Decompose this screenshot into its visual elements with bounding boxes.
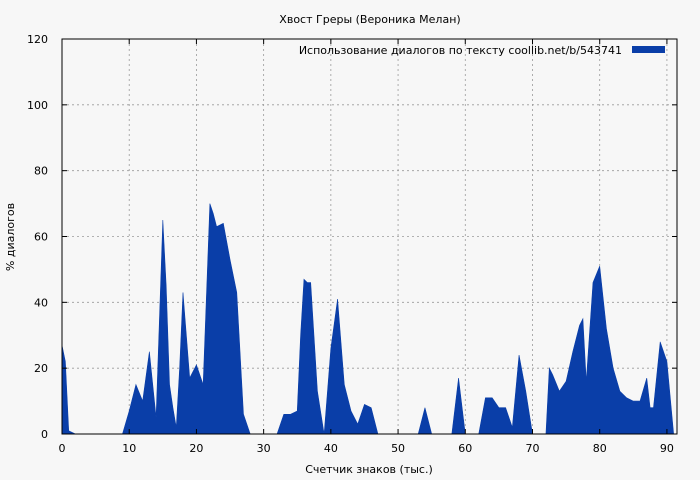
x-tick-label: 40: [324, 442, 338, 455]
series-areas: [61, 203, 674, 435]
axis-ticks: 0 20 40 60 80 100 120 0 10 20 30 40 50 60 70 80 90: [27, 33, 677, 455]
x-tick-label: 70: [525, 442, 539, 455]
y-tick-label: 100: [27, 99, 48, 112]
y-tick-label: 60: [34, 231, 48, 244]
y-tick-label: 20: [34, 362, 48, 375]
x-tick-label: 0: [59, 442, 66, 455]
y-axis-label: % диалогов: [4, 203, 17, 271]
y-tick-label: 0: [41, 428, 48, 441]
x-tick-label: 90: [660, 442, 674, 455]
x-axis-label: Счетчик знаков (тыс.): [305, 463, 433, 476]
grid-lines: [62, 39, 677, 434]
y-tick-label: 80: [34, 165, 48, 178]
legend-label: Использование диалогов по тексту coollib…: [299, 44, 622, 57]
chart-title: Хвост Греры (Вероника Мелан): [279, 13, 460, 26]
legend-swatch: [632, 46, 665, 53]
y-tick-label: 40: [34, 296, 48, 309]
series-area-0: [61, 203, 674, 435]
legend: Использование диалогов по тексту coollib…: [299, 44, 665, 57]
x-tick-label: 10: [122, 442, 136, 455]
x-tick-label: 60: [458, 442, 472, 455]
x-tick-label: 50: [391, 442, 405, 455]
x-tick-label: 80: [593, 442, 607, 455]
x-tick-label: 30: [257, 442, 271, 455]
y-tick-label: 120: [27, 33, 48, 46]
x-tick-label: 20: [189, 442, 203, 455]
